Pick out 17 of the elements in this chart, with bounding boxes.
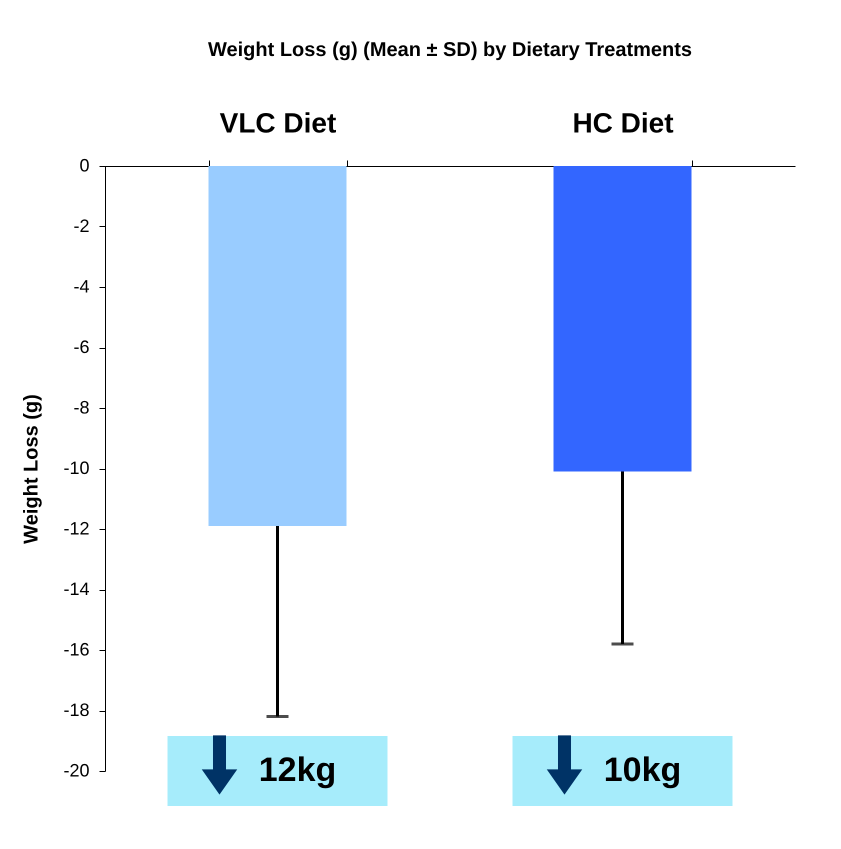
y-tick-label: -6 [73, 337, 90, 357]
y-tick-label: -2 [73, 216, 90, 236]
y-tick-label: -4 [73, 276, 90, 296]
y-tick-label: -14 [63, 579, 90, 599]
y-tick-label: -16 [63, 640, 90, 660]
y-tick-label: -20 [63, 760, 90, 780]
y-tick-label: -10 [63, 458, 90, 478]
annotation: 12kg [258, 751, 336, 789]
chart-title: Weight Loss (g) (Mean ± SD) by Dietary Treatments [208, 39, 692, 61]
y-tick-label: -18 [63, 700, 90, 720]
annotation: 10kg [604, 751, 682, 789]
y-tick-label: -12 [63, 518, 90, 538]
x-tick-label: VLC Diet [220, 108, 336, 138]
x-tick-label: HC Diet [572, 108, 674, 138]
y-tick-label: 0 [79, 156, 90, 176]
y-axis-title: Weight Loss (g) [20, 394, 42, 544]
y-tick-label: -8 [73, 398, 90, 418]
